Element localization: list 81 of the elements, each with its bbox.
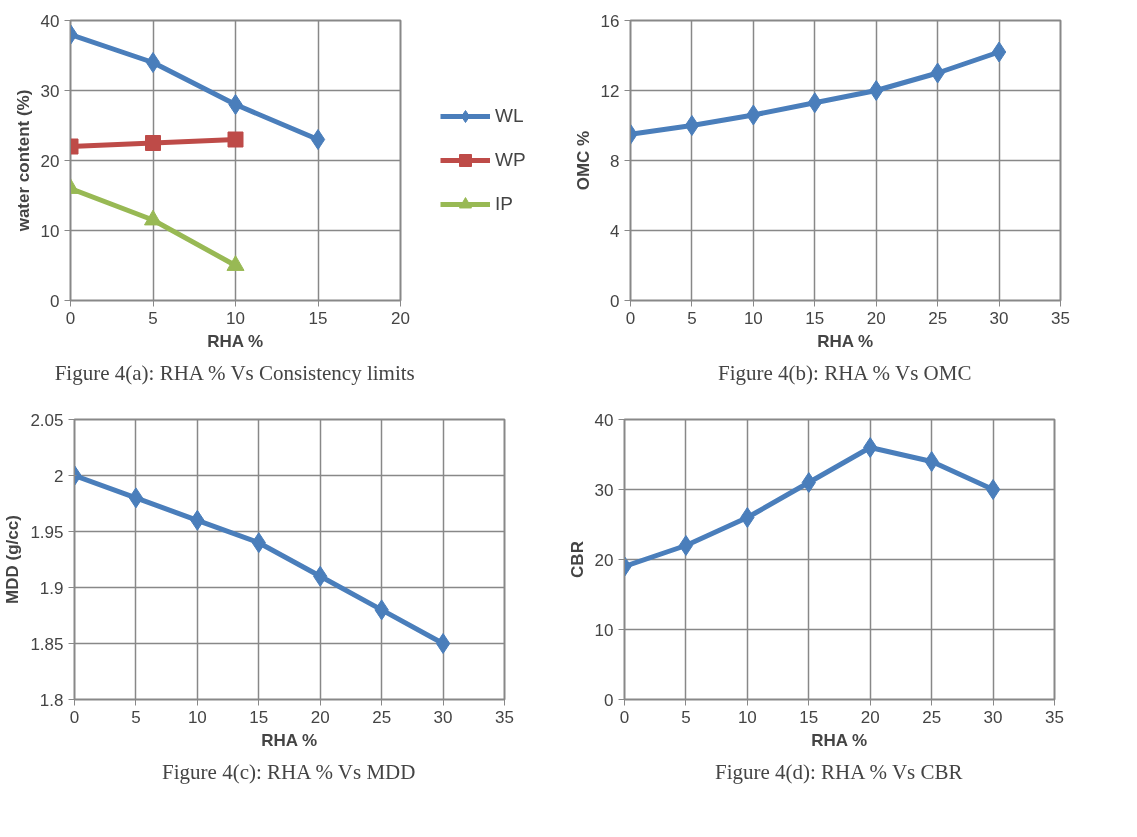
y-tick-label: 2 — [54, 466, 64, 486]
point — [678, 535, 694, 556]
y-axis-title: MDD (g/cc) — [3, 515, 23, 604]
point — [228, 94, 243, 115]
point — [863, 437, 878, 458]
y-tick-label: 1.85 — [30, 634, 64, 654]
y-tick-label: 30 — [40, 81, 60, 101]
x-tick-label: 15 — [805, 308, 825, 328]
y-tick-label: 40 — [594, 410, 614, 430]
point — [145, 52, 161, 73]
x-tick-label: 35 — [1051, 308, 1070, 328]
x-tick-label: 20 — [866, 308, 886, 328]
point — [924, 451, 939, 472]
y-axis-title: CBR — [567, 541, 587, 578]
x-axis-title: RHA % — [207, 331, 264, 351]
x-tick-label: 5 — [148, 308, 158, 328]
y-tick-label: 16 — [600, 11, 620, 31]
x-tick-label: 10 — [743, 308, 763, 328]
text: Figure 4(a): RHA % Vs Consistency limits — [54, 360, 415, 385]
x-axis-title: RHA % — [261, 730, 318, 750]
y-tick-label: 20 — [40, 151, 60, 171]
x-tick-label: 35 — [495, 707, 514, 727]
x-tick-label: 15 — [799, 707, 819, 727]
y-tick-label: 0 — [604, 690, 614, 710]
x-tick-label: 15 — [249, 707, 269, 727]
point — [684, 115, 700, 136]
point — [226, 255, 245, 271]
point — [144, 209, 162, 226]
y-tick-label: 2.05 — [30, 410, 64, 430]
x-tick-label: 5 — [687, 308, 697, 328]
x-tick-label: 10 — [737, 707, 757, 727]
point — [985, 479, 1001, 500]
point — [435, 633, 451, 654]
x-tick-label: 25 — [928, 308, 948, 328]
text: Figure 4(c): RHA % Vs MDD — [162, 759, 416, 784]
text: Figure 4(d): RHA % Vs CBR — [714, 759, 963, 784]
legend-label: WP — [495, 149, 526, 171]
x-tick-label: 0 — [625, 308, 636, 328]
point — [801, 472, 816, 493]
point — [145, 135, 161, 151]
x-tick-label: 15 — [308, 308, 328, 328]
y-tick-label: 40 — [40, 11, 60, 31]
point — [740, 507, 755, 528]
point — [227, 131, 244, 148]
y-tick-label: 1.95 — [30, 522, 64, 542]
x-tick-label: 20 — [310, 707, 330, 727]
y-tick-label: 0 — [50, 291, 60, 311]
x-tick-label: 10 — [226, 308, 245, 328]
y-tick-label: 4 — [610, 221, 620, 241]
y-tick-label: 12 — [600, 81, 620, 101]
y-tick-label: 10 — [40, 221, 60, 241]
point — [869, 80, 884, 101]
x-tick-label: 35 — [1045, 707, 1064, 727]
x-tick-label: 25 — [922, 707, 942, 727]
x-tick-label: 30 — [983, 707, 1003, 727]
x-tick-label: 20 — [391, 308, 410, 328]
y-axis-title: OMC % — [573, 130, 593, 191]
x-tick-label: 10 — [187, 707, 207, 727]
x-tick-label: 30 — [433, 707, 453, 727]
text: Figure 4(b): RHA % Vs OMC — [718, 360, 972, 385]
x-tick-label: 5 — [681, 707, 691, 727]
point — [991, 41, 1007, 63]
x-tick-label: 0 — [69, 707, 80, 727]
point — [128, 487, 144, 509]
y-axis-title: water content (%) — [13, 89, 33, 233]
y-tick-label: 8 — [610, 151, 620, 171]
x-axis-title: RHA % — [811, 730, 868, 750]
y-tick-label: 10 — [594, 620, 614, 640]
y-tick-label: 0 — [610, 291, 620, 311]
y-tick-label: 30 — [594, 480, 614, 500]
point — [310, 129, 326, 150]
x-tick-label: 20 — [860, 707, 880, 727]
y-tick-label: 1.9 — [39, 578, 64, 598]
x-tick-label: 5 — [131, 707, 141, 727]
x-tick-label: 25 — [372, 707, 392, 727]
legend-label: IP — [495, 193, 514, 215]
x-tick-label: 30 — [989, 308, 1009, 328]
y-tick-label: 1.8 — [39, 690, 64, 710]
legend-label: WL — [495, 105, 524, 127]
x-axis-title: RHA % — [817, 331, 874, 351]
y-tick-label: 20 — [594, 550, 614, 570]
